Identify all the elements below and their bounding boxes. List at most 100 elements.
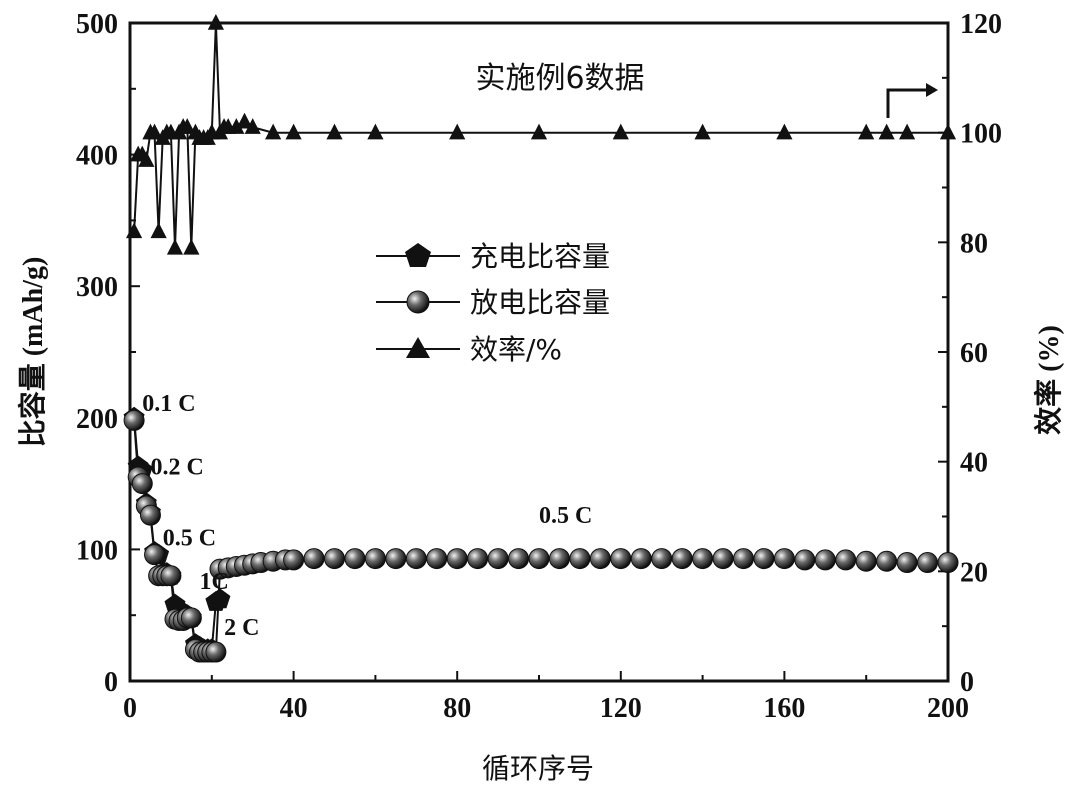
y-left-tick-label: 400 [76, 141, 118, 172]
efficiency-point [694, 123, 711, 140]
efficiency-point [228, 118, 245, 134]
x-tick-label: 160 [763, 693, 805, 724]
discharge-point [508, 548, 530, 570]
discharge-point [364, 548, 386, 570]
discharge-point [548, 548, 570, 570]
efficiency-point [125, 222, 143, 239]
discharge-point [589, 548, 611, 570]
discharge-point [131, 473, 153, 495]
discharge-point [144, 544, 166, 566]
discharge-point [937, 552, 959, 574]
legend-marker-circle [406, 290, 430, 314]
y-right-tick-label: 60 [960, 338, 988, 369]
series-triangle [125, 14, 957, 255]
y-right-tick-label: 120 [960, 9, 1002, 40]
y-left-tick-label: 200 [76, 404, 118, 435]
discharge-point [814, 549, 836, 571]
discharge-point [917, 552, 939, 574]
discharge-point [139, 504, 161, 526]
efficiency-point [939, 123, 957, 140]
efficiency-point [166, 238, 184, 255]
y-right-axis-title: 效率 (%) [1032, 325, 1065, 435]
discharge-point [569, 548, 591, 570]
discharge-point [835, 549, 857, 571]
y-left-tick-label: 0 [104, 667, 118, 698]
discharge-point [283, 549, 305, 571]
efficiency-point [612, 123, 629, 140]
discharge-point [773, 548, 795, 570]
discharge-point [405, 548, 427, 570]
legend-marker-pentagon [405, 243, 431, 267]
legend-item-efficiency: 效率/% [376, 333, 562, 366]
rate-annotation: 1C [200, 569, 229, 595]
legend-item-discharge: 放电比容量 [376, 286, 610, 319]
rate-annotation: 2 C [224, 615, 259, 641]
efficiency-point [146, 123, 163, 140]
discharge-point [651, 548, 673, 570]
discharge-point [205, 641, 227, 663]
y-right-tick-label: 20 [960, 557, 988, 588]
x-tick-label: 120 [600, 693, 642, 724]
discharge-point [123, 409, 145, 431]
efficiency-point [236, 112, 253, 129]
rate-annotation: 0.2 C [150, 454, 203, 480]
discharge-point [344, 548, 366, 570]
discharge-point [385, 548, 407, 570]
discharge-point [733, 548, 754, 570]
series-line [133, 22, 948, 248]
efficiency-point [326, 123, 343, 140]
efficiency-point [244, 118, 261, 134]
discharge-point [855, 550, 877, 572]
efficiency-point [150, 222, 167, 239]
discharge-point [426, 548, 448, 570]
efficiency-point [183, 238, 200, 255]
discharge-point [180, 607, 202, 629]
rate-annotation: 0.5 C [539, 503, 592, 529]
charge-point [209, 588, 231, 609]
discharge-point [630, 548, 652, 570]
efficiency-point [878, 123, 895, 140]
efficiency-point [449, 123, 466, 140]
efficiency-point [285, 123, 302, 140]
arrow-head [926, 83, 938, 97]
x-tick-label: 40 [280, 693, 308, 724]
right-axis-arrow [886, 83, 938, 118]
y-left-tick-label: 500 [76, 9, 118, 40]
discharge-point [753, 548, 775, 570]
legend-marker-triangle [406, 337, 430, 358]
efficiency-point [899, 123, 916, 140]
discharge-point [446, 548, 468, 570]
efficiency-point [858, 123, 875, 140]
discharge-point [712, 548, 734, 570]
discharge-point [303, 548, 325, 570]
discharge-point [692, 548, 714, 570]
y-right-tick-label: 0 [960, 667, 974, 698]
discharge-point [487, 548, 509, 570]
discharge-point [610, 548, 632, 570]
legend-label-efficiency: 效率/% [470, 333, 562, 366]
plot-area: 0 40 80 120 160 20001002003004005000204060801… [76, 9, 1002, 724]
legend: 充电比容量 放电比容量 效率/% [376, 240, 610, 366]
efficiency-point [367, 123, 384, 140]
efficiency-point [138, 151, 155, 167]
series-circle [123, 409, 959, 663]
x-axis-title: 循环序号 [482, 752, 594, 785]
discharge-point [160, 565, 182, 587]
rate-annotation: 0.1 C [142, 391, 195, 417]
legend-label-discharge: 放电比容量 [470, 286, 610, 319]
y-left-tick-label: 300 [76, 272, 118, 303]
rate-annotation: 0.5 C [163, 525, 216, 551]
x-tick-label: 200 [927, 693, 969, 724]
y-right-tick-label: 40 [960, 448, 988, 479]
y-left-axis-title: 比容量 (mAh/g) [16, 257, 49, 448]
y-right-tick-label: 100 [960, 119, 1002, 150]
x-tick-label: 0 [123, 693, 137, 724]
x-tick-label: 80 [443, 693, 471, 724]
discharge-point [876, 550, 898, 572]
legend-item-charge: 充电比容量 [376, 240, 610, 273]
legend-label-charge: 充电比容量 [470, 240, 610, 273]
efficiency-point [530, 123, 548, 140]
discharge-point [324, 548, 345, 570]
discharge-point [896, 552, 918, 574]
